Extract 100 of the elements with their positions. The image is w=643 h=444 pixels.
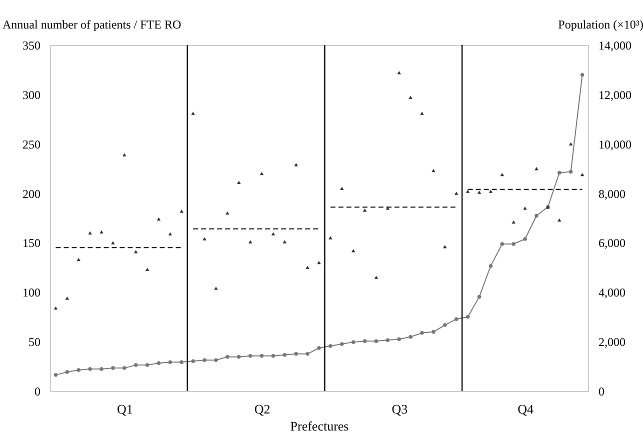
point (100, 230, 104, 234)
point (306, 352, 310, 356)
point (558, 218, 562, 222)
y2-tick-label: 14,000 (598, 38, 632, 52)
point (420, 331, 424, 335)
y-tick-label: 300 (22, 88, 40, 102)
x-tick-label: Q4 (518, 402, 534, 416)
point (88, 367, 92, 371)
point (432, 330, 436, 334)
y-tick-label: 50 (28, 335, 40, 350)
point (408, 96, 412, 100)
point (111, 366, 115, 370)
y-tick-label: 200 (22, 186, 40, 201)
point (500, 172, 504, 176)
y2-tick-label: 6,000 (598, 236, 626, 250)
point (282, 240, 287, 244)
point (408, 335, 412, 339)
point (54, 373, 58, 377)
point (248, 240, 252, 244)
x-tick-label: Q2 (254, 402, 270, 416)
point (386, 338, 390, 342)
point (134, 250, 138, 254)
y2-tick-label: 12,000 (598, 88, 632, 102)
point (328, 344, 332, 348)
y-tick-label: 350 (22, 38, 40, 52)
y2-axis-title: Population (×10³) (558, 18, 643, 32)
point (443, 323, 447, 327)
point (317, 260, 321, 264)
point (580, 73, 584, 77)
point (237, 355, 241, 359)
point (362, 339, 367, 343)
point (466, 314, 470, 319)
point (65, 296, 70, 300)
point (580, 172, 584, 176)
point (226, 355, 230, 359)
y-tick-label: 0 (34, 384, 40, 398)
point (145, 363, 150, 367)
point (271, 232, 276, 236)
point (477, 294, 482, 299)
point (351, 340, 356, 344)
point (271, 354, 276, 358)
point (191, 112, 195, 115)
point (397, 337, 401, 341)
point (477, 190, 482, 194)
point (260, 172, 264, 176)
point (488, 190, 493, 193)
point (443, 245, 447, 248)
point (202, 237, 206, 240)
point (500, 242, 504, 246)
point (54, 306, 58, 310)
point (88, 231, 92, 234)
point (294, 352, 298, 356)
point (488, 264, 493, 268)
point (237, 180, 241, 184)
point (454, 317, 458, 321)
point (122, 153, 126, 156)
y2-tick-label: 10,000 (598, 137, 632, 152)
point (317, 346, 321, 350)
point (180, 360, 184, 364)
point (65, 370, 70, 374)
point (523, 237, 527, 241)
point (76, 258, 80, 262)
point (466, 190, 470, 193)
point (512, 242, 516, 246)
point (568, 170, 573, 174)
y-axis-title: Annual number of patients / FTE RO (2, 18, 182, 32)
y2-tick-label: 2,000 (598, 335, 626, 350)
y2-tick-label: 8,000 (598, 186, 626, 201)
point (306, 266, 310, 270)
x-axis-title: Prefectures (290, 418, 349, 434)
point (351, 249, 356, 252)
point (248, 354, 252, 358)
point (374, 276, 378, 279)
point (374, 339, 378, 343)
point (76, 368, 80, 372)
point (122, 366, 126, 370)
point (534, 214, 538, 218)
point (260, 354, 264, 358)
point (156, 361, 161, 365)
point (340, 342, 344, 346)
point (214, 286, 218, 290)
point (454, 192, 458, 195)
point (340, 186, 344, 190)
y-tick-label: 100 (22, 286, 40, 300)
point (558, 170, 562, 175)
y-tick-label: 150 (22, 236, 40, 250)
point (214, 358, 218, 362)
point (111, 241, 115, 244)
y-tick-label: 250 (22, 137, 40, 152)
point (202, 358, 206, 362)
point (168, 360, 172, 364)
x-tick-label: Q1 (116, 402, 133, 416)
point (328, 236, 332, 240)
y2-tick-label: 0 (598, 384, 604, 398)
point (191, 359, 195, 363)
point (168, 232, 172, 236)
point (226, 211, 230, 215)
point (100, 367, 104, 371)
point (134, 363, 138, 367)
point (420, 112, 424, 115)
